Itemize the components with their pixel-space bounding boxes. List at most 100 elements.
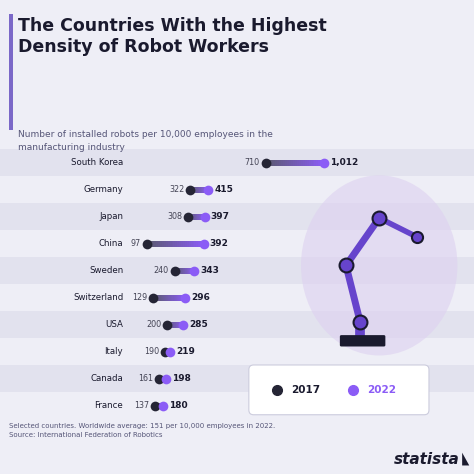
Bar bbox=[156, 241, 158, 247]
Bar bbox=[185, 267, 186, 274]
Bar bbox=[162, 241, 164, 247]
Bar bbox=[177, 295, 178, 301]
Text: 190: 190 bbox=[144, 347, 159, 356]
Bar bbox=[299, 159, 301, 166]
Bar bbox=[170, 241, 172, 247]
Bar bbox=[187, 267, 188, 274]
Bar bbox=[186, 267, 187, 274]
Bar bbox=[149, 241, 151, 247]
Bar bbox=[174, 267, 175, 274]
Text: 219: 219 bbox=[176, 347, 195, 356]
Bar bbox=[203, 213, 204, 220]
Bar bbox=[158, 241, 160, 247]
Bar bbox=[153, 295, 154, 301]
Bar bbox=[198, 241, 200, 247]
Bar bbox=[177, 267, 178, 274]
Text: South Korea: South Korea bbox=[71, 158, 123, 167]
Bar bbox=[180, 322, 181, 328]
Text: 137: 137 bbox=[134, 401, 149, 410]
Bar bbox=[203, 186, 204, 193]
Bar bbox=[320, 159, 322, 166]
Bar bbox=[301, 159, 303, 166]
Bar bbox=[159, 295, 161, 301]
Bar bbox=[182, 267, 183, 274]
Bar bbox=[193, 186, 194, 193]
Text: Germany: Germany bbox=[83, 185, 123, 194]
Bar bbox=[198, 213, 199, 220]
Bar bbox=[195, 186, 196, 193]
Bar bbox=[167, 322, 168, 328]
Bar bbox=[164, 295, 165, 301]
Bar bbox=[189, 267, 190, 274]
Bar bbox=[200, 213, 201, 220]
FancyBboxPatch shape bbox=[0, 203, 474, 230]
Bar bbox=[191, 241, 192, 247]
Bar bbox=[270, 159, 272, 166]
Bar bbox=[193, 213, 194, 220]
Bar bbox=[319, 159, 320, 166]
Bar bbox=[181, 295, 182, 301]
Text: 322: 322 bbox=[170, 185, 185, 194]
Bar bbox=[170, 322, 171, 328]
Bar bbox=[183, 295, 184, 301]
Text: 200: 200 bbox=[146, 320, 161, 329]
FancyBboxPatch shape bbox=[0, 311, 474, 338]
Bar bbox=[176, 295, 177, 301]
FancyBboxPatch shape bbox=[0, 365, 474, 392]
Text: 392: 392 bbox=[210, 239, 228, 248]
Bar bbox=[176, 267, 177, 274]
Text: 2017: 2017 bbox=[292, 385, 320, 395]
Text: Switzerland: Switzerland bbox=[73, 293, 123, 302]
Bar bbox=[178, 295, 179, 301]
Bar bbox=[175, 241, 177, 247]
Bar bbox=[191, 186, 192, 193]
Bar bbox=[202, 241, 204, 247]
Bar bbox=[273, 159, 275, 166]
Text: Selected countries. Worldwide average: 151 per 10,000 employees in 2022.
Source:: Selected countries. Worldwide average: 1… bbox=[9, 423, 275, 438]
FancyBboxPatch shape bbox=[0, 338, 474, 365]
Bar bbox=[204, 186, 205, 193]
Text: 415: 415 bbox=[214, 185, 233, 194]
Bar bbox=[190, 267, 191, 274]
FancyBboxPatch shape bbox=[0, 392, 474, 419]
Bar bbox=[191, 267, 192, 274]
Bar bbox=[173, 241, 175, 247]
FancyBboxPatch shape bbox=[0, 257, 474, 284]
Bar bbox=[166, 241, 168, 247]
Bar bbox=[204, 213, 205, 220]
Bar bbox=[275, 159, 277, 166]
Bar bbox=[154, 295, 155, 301]
Bar bbox=[310, 159, 312, 166]
Bar bbox=[208, 186, 209, 193]
Text: 180: 180 bbox=[169, 401, 187, 410]
Bar bbox=[196, 213, 197, 220]
Text: USA: USA bbox=[105, 320, 123, 329]
Bar bbox=[182, 295, 183, 301]
Bar bbox=[173, 322, 174, 328]
Bar bbox=[183, 241, 185, 247]
Bar bbox=[170, 295, 171, 301]
Bar bbox=[281, 159, 283, 166]
Bar bbox=[202, 213, 203, 220]
Bar bbox=[314, 159, 317, 166]
Ellipse shape bbox=[301, 175, 457, 356]
Bar bbox=[178, 267, 179, 274]
Bar bbox=[205, 186, 206, 193]
Bar bbox=[171, 322, 172, 328]
Bar bbox=[166, 295, 167, 301]
Bar bbox=[190, 213, 191, 220]
Bar bbox=[189, 241, 191, 247]
Bar bbox=[183, 267, 184, 274]
Text: France: France bbox=[94, 401, 123, 410]
Bar bbox=[279, 159, 281, 166]
Bar bbox=[265, 159, 268, 166]
Bar bbox=[199, 186, 200, 193]
Text: 129: 129 bbox=[132, 293, 147, 302]
Bar bbox=[181, 322, 182, 328]
Bar bbox=[182, 322, 183, 328]
Bar bbox=[164, 241, 166, 247]
Bar bbox=[175, 322, 176, 328]
Bar bbox=[157, 295, 158, 301]
Bar bbox=[197, 186, 198, 193]
Bar bbox=[197, 213, 198, 220]
